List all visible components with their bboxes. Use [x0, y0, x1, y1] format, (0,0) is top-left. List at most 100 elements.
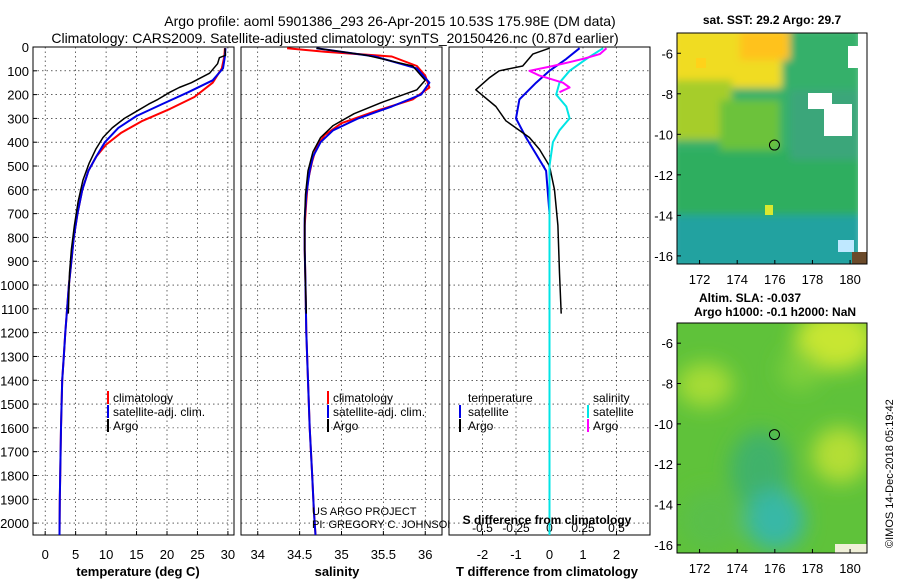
sla-map-title: Altim. SLA: -0.037 — [699, 291, 801, 305]
sst-field — [677, 33, 867, 264]
sla-map-subtitle: Argo h1000: -0.1 h2000: NaN — [694, 305, 856, 319]
temperature-legend: climatology satellite-adj. clim. Argo — [107, 391, 205, 433]
y-tick-label: 700 — [7, 207, 29, 222]
figure-subtitle: Climatology: CARS2009. Satellite-adjuste… — [51, 30, 618, 46]
s-difference-label: S difference from climatology — [463, 513, 632, 527]
series-satellite-adj-clim- — [58, 48, 227, 535]
x-tick-label: -2 — [477, 547, 489, 562]
sst-cool-patch — [838, 240, 854, 252]
lon-tick-label: 180 — [839, 272, 861, 287]
missing-data-patch — [848, 46, 860, 68]
difference-legend-salinity: salinity satellite Argo — [587, 391, 634, 433]
y-tick-label: 1900 — [0, 492, 29, 507]
legend-argo: Argo — [113, 419, 139, 433]
sla-lon-axis: 172 174 176 178 180 — [689, 549, 861, 576]
x-tick-label: -1 — [510, 547, 522, 562]
lat-tick-label: -12 — [654, 457, 673, 472]
lon-tick-label: 174 — [726, 561, 748, 576]
lat-tick-label: -16 — [654, 538, 673, 553]
lat-tick-label: -10 — [654, 127, 673, 142]
salinity-profiles — [287, 47, 431, 535]
series-argo — [303, 47, 426, 314]
y-tick-label: 600 — [7, 183, 29, 198]
legend-temperature-title: temperature — [468, 391, 533, 405]
temperature-axis: 0 5 10 15 20 25 30 — [42, 531, 235, 562]
legend-s-argo: Argo — [593, 419, 619, 433]
legend-climatology: climatology — [113, 391, 173, 405]
temperature-panel: 0100200300400500600700800900100011001200… — [0, 40, 235, 579]
lat-tick-label: -6 — [661, 336, 673, 351]
s-diff-tick-label: 0.25 — [571, 521, 595, 535]
salinity-axis: 34 34.5 35 35.5 36 — [251, 531, 432, 562]
y-tick-label: 400 — [7, 135, 29, 150]
y-tick-label: 100 — [7, 64, 29, 79]
credit-project: US ARGO PROJECT — [312, 506, 417, 518]
sst-warm-patch — [765, 205, 773, 215]
lon-tick-label: 172 — [689, 561, 711, 576]
x-tick-label: 0 — [546, 547, 553, 562]
y-tick-label: 900 — [7, 254, 29, 269]
missing-data-patch — [858, 33, 867, 264]
y-tick-label: 2000 — [0, 516, 29, 531]
y-tick-label: 1300 — [0, 349, 29, 364]
sst-lat-axis: -6 -8 -10 -12 -14 -16 — [654, 46, 681, 264]
series-temperature-argo — [475, 47, 562, 314]
t-difference-axis: -2 -1 0 1 2 — [477, 531, 620, 562]
lat-tick-label: -8 — [661, 377, 673, 392]
legend-t-satellite: satellite — [468, 405, 509, 419]
s-diff-tick-label: -0.5 — [472, 521, 493, 535]
x-tick-label: 25 — [190, 547, 204, 562]
y-tick-label: 800 — [7, 230, 29, 245]
temperature-grid — [33, 46, 234, 535]
x-tick-label: 30 — [221, 547, 235, 562]
sst-lon-axis: 172 174 176 178 180 — [689, 260, 861, 287]
legend-satellite: satellite-adj. clim. — [333, 405, 425, 419]
salinity-legend: climatology satellite-adj. clim. Argo — [327, 391, 425, 433]
lon-tick-label: 174 — [726, 272, 748, 287]
s-diff-tick-label: 0.5 — [608, 521, 625, 535]
series-salinity-argo — [528, 47, 608, 94]
difference-legend-temperature: temperature satellite Argo — [459, 391, 533, 433]
argo-location-marker — [768, 139, 780, 151]
series-argo — [67, 48, 227, 314]
lon-tick-label: 172 — [689, 272, 711, 287]
lat-tick-label: -8 — [661, 87, 673, 102]
x-tick-label: 2 — [613, 547, 620, 562]
x-tick-label: 0 — [42, 547, 49, 562]
lon-tick-label: 176 — [764, 272, 786, 287]
x-tick-label: 35 — [334, 547, 348, 562]
sst-map: sat. SST: 29.2 Argo: 29.7 — [654, 13, 868, 287]
legend-s-satellite: satellite — [593, 405, 634, 419]
argo-location-marker — [768, 429, 780, 441]
lat-tick-label: -16 — [654, 249, 673, 264]
lon-tick-label: 176 — [764, 561, 786, 576]
s-diff-tick-label: -0.25 — [502, 521, 530, 535]
figure-title: Argo profile: aoml 5901386_293 26-Apr-20… — [164, 13, 615, 29]
y-tick-label: 1700 — [0, 445, 29, 460]
y-tick-label: 1100 — [1, 302, 29, 317]
lon-tick-label: 180 — [839, 561, 861, 576]
lon-tick-label: 178 — [802, 561, 824, 576]
x-tick-label: 5 — [72, 547, 79, 562]
salinity-x-label: salinity — [315, 564, 361, 579]
sla-field — [677, 323, 867, 553]
x-tick-label: 15 — [129, 547, 143, 562]
x-tick-label: 1 — [579, 547, 586, 562]
y-tick-label: 1200 — [0, 326, 29, 341]
sla-lat-axis: -6 -8 -10 -12 -14 -16 — [654, 336, 681, 553]
temperature-profiles — [58, 48, 227, 535]
sla-map: Altim. SLA: -0.037 Argo h1000: -0.1 h200… — [654, 291, 868, 576]
series-satellite-adj-clim- — [303, 47, 431, 535]
lat-tick-label: -6 — [661, 46, 673, 61]
y-tick-label: 1500 — [0, 397, 29, 412]
lat-tick-label: -14 — [654, 498, 673, 513]
depth-axis: 0 100 200 300 400 500 600 700 800 900 1000 1100 1200… — [0, 40, 37, 531]
legend-argo: Argo — [333, 419, 359, 433]
x-tick-label: 34 — [251, 547, 265, 562]
y-tick-label: 1000 — [0, 278, 29, 293]
legend-t-argo: Argo — [468, 419, 494, 433]
sla-map-frame — [676, 322, 868, 554]
y-tick-label: 0 — [22, 40, 29, 55]
x-tick-label: 35.5 — [371, 547, 396, 562]
